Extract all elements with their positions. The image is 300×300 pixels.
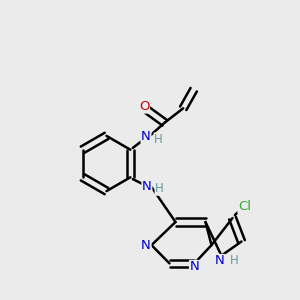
Text: O: O: [139, 100, 149, 113]
Text: H: H: [230, 254, 238, 268]
Text: N: N: [142, 180, 152, 193]
Text: H: H: [155, 182, 164, 195]
Text: N: N: [141, 130, 151, 143]
Text: N: N: [215, 254, 225, 268]
Text: N: N: [141, 238, 151, 252]
Text: N: N: [190, 260, 199, 274]
Text: Cl: Cl: [238, 200, 251, 213]
Text: H: H: [154, 133, 163, 146]
